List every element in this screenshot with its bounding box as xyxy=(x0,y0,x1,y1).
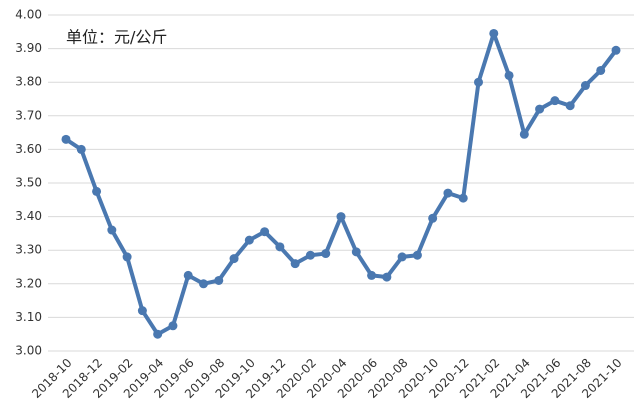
data-point xyxy=(382,272,392,282)
y-tick-label: 3.10 xyxy=(15,310,42,324)
data-point xyxy=(489,28,499,38)
y-tick-label: 3.30 xyxy=(15,243,42,257)
data-point xyxy=(305,250,315,260)
data-point xyxy=(321,249,331,259)
y-tick-label: 3.40 xyxy=(15,209,42,223)
data-line xyxy=(64,31,618,337)
y-tick-label: 3.00 xyxy=(15,344,42,358)
y-tick-label: 3.20 xyxy=(15,276,42,290)
data-point xyxy=(397,252,407,262)
data-point xyxy=(611,45,621,55)
data-point xyxy=(122,252,132,262)
data-point xyxy=(260,227,270,237)
data-point xyxy=(367,270,377,280)
data-point xyxy=(61,134,71,144)
data-point xyxy=(550,96,560,106)
data-point xyxy=(580,81,590,91)
data-point xyxy=(458,193,468,203)
data-point xyxy=(137,306,147,316)
data-point xyxy=(244,235,254,245)
data-point xyxy=(412,250,422,260)
data-point xyxy=(428,213,438,223)
data-point xyxy=(535,104,545,114)
data-point xyxy=(275,242,285,252)
unit-annotation: 单位：元/公斤 xyxy=(66,28,167,47)
data-point xyxy=(183,270,193,280)
grid xyxy=(48,14,634,352)
data-point xyxy=(229,254,239,264)
y-tick-label: 4.00 xyxy=(15,8,42,22)
data-point xyxy=(199,279,208,289)
data-point xyxy=(92,186,102,196)
data-point xyxy=(519,129,529,139)
data-point xyxy=(351,247,361,257)
y-tick-label: 3.80 xyxy=(15,75,42,89)
data-point xyxy=(504,70,514,80)
data-point xyxy=(596,65,606,75)
data-point xyxy=(76,144,86,154)
y-tick-label: 3.50 xyxy=(15,176,42,190)
data-point xyxy=(290,259,300,269)
data-point xyxy=(565,101,575,111)
data-point xyxy=(214,275,224,285)
data-point xyxy=(168,321,178,331)
data-point xyxy=(443,188,453,198)
data-point xyxy=(153,329,163,339)
y-tick-label: 3.90 xyxy=(15,41,42,55)
y-tick-label: 3.60 xyxy=(15,142,42,156)
y-tick-label: 3.70 xyxy=(15,108,42,122)
data-point xyxy=(107,225,117,235)
data-point xyxy=(336,212,346,222)
data-point xyxy=(474,77,483,87)
